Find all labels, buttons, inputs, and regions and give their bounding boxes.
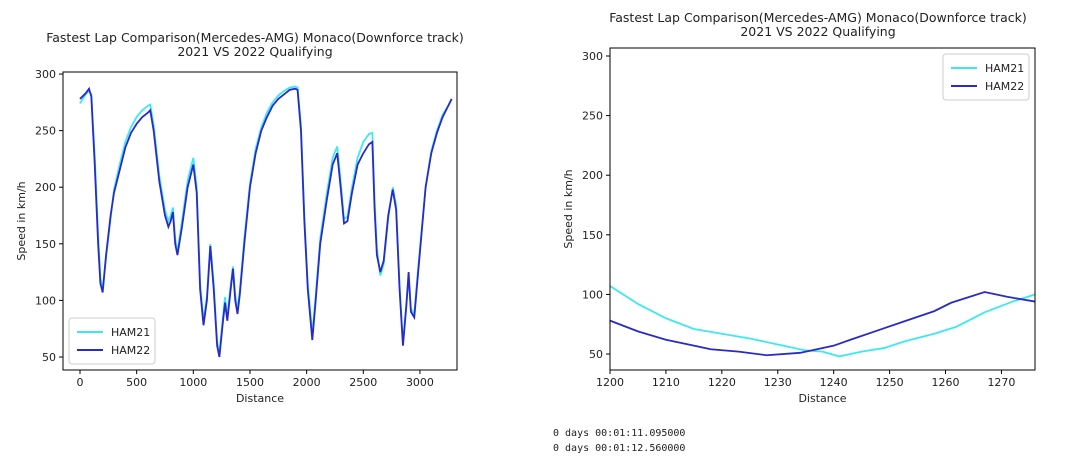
x-tick-label: 1500 xyxy=(236,376,264,389)
x-tick-label: 1250 xyxy=(876,376,904,389)
data-line xyxy=(610,291,1035,357)
legend-label: HAM21 xyxy=(111,326,150,339)
output-line: 0 days 00:01:12.560000 xyxy=(553,443,685,454)
x-axis-label: Distance xyxy=(236,392,284,405)
x-tick-label: 1270 xyxy=(987,376,1015,389)
chart: Fastest Lap Comparison(Mercedes-AMG) Mon… xyxy=(15,30,464,405)
x-tick-label: 3000 xyxy=(406,376,434,389)
y-tick-label: 200 xyxy=(35,181,56,194)
x-tick-label: 0 xyxy=(76,376,83,389)
legend-label: HAM21 xyxy=(985,62,1024,75)
x-tick-label: 500 xyxy=(126,376,147,389)
chart-title: Fastest Lap Comparison(Mercedes-AMG) Mon… xyxy=(46,30,464,45)
x-tick-label: 1210 xyxy=(652,376,680,389)
y-tick-label: 250 xyxy=(582,110,603,123)
legend-box xyxy=(68,317,156,365)
x-tick-label: 1200 xyxy=(596,376,624,389)
x-tick-label: 1220 xyxy=(708,376,736,389)
y-tick-label: 250 xyxy=(35,125,56,138)
y-tick-label: 150 xyxy=(35,238,56,251)
y-tick-label: 50 xyxy=(589,348,603,361)
chart: Fastest Lap Comparison(Mercedes-AMG) Mon… xyxy=(562,10,1036,405)
output-line: 0 days 00:01:11.095000 xyxy=(553,428,685,439)
x-tick-label: 1230 xyxy=(764,376,792,389)
x-tick-label: 1240 xyxy=(820,376,848,389)
plot-frame xyxy=(609,47,1036,371)
y-tick-label: 300 xyxy=(582,50,603,63)
legend-label: HAM22 xyxy=(111,344,150,357)
chart-subtitle: 2021 VS 2022 Qualifying xyxy=(740,24,895,39)
y-tick-label: 200 xyxy=(582,169,603,182)
legend-box xyxy=(942,53,1030,101)
y-axis-label: Speed in km/h xyxy=(15,181,28,260)
x-axis-label: Distance xyxy=(798,392,846,405)
x-tick-label: 1000 xyxy=(179,376,207,389)
x-tick-label: 1260 xyxy=(932,376,960,389)
data-line xyxy=(610,285,1035,358)
y-tick-label: 150 xyxy=(582,229,603,242)
y-tick-label: 300 xyxy=(35,68,56,81)
y-tick-label: 100 xyxy=(35,294,56,307)
data-line xyxy=(79,86,453,358)
y-tick-label: 100 xyxy=(582,288,603,301)
x-tick-label: 2500 xyxy=(349,376,377,389)
plot-frame xyxy=(62,71,458,371)
y-axis-label: Speed in km/h xyxy=(562,169,575,248)
legend-label: HAM22 xyxy=(985,80,1024,93)
y-tick-label: 50 xyxy=(42,351,56,364)
chart-subtitle: 2021 VS 2022 Qualifying xyxy=(177,44,332,59)
chart-title: Fastest Lap Comparison(Mercedes-AMG) Mon… xyxy=(609,10,1027,25)
x-tick-label: 2000 xyxy=(293,376,321,389)
